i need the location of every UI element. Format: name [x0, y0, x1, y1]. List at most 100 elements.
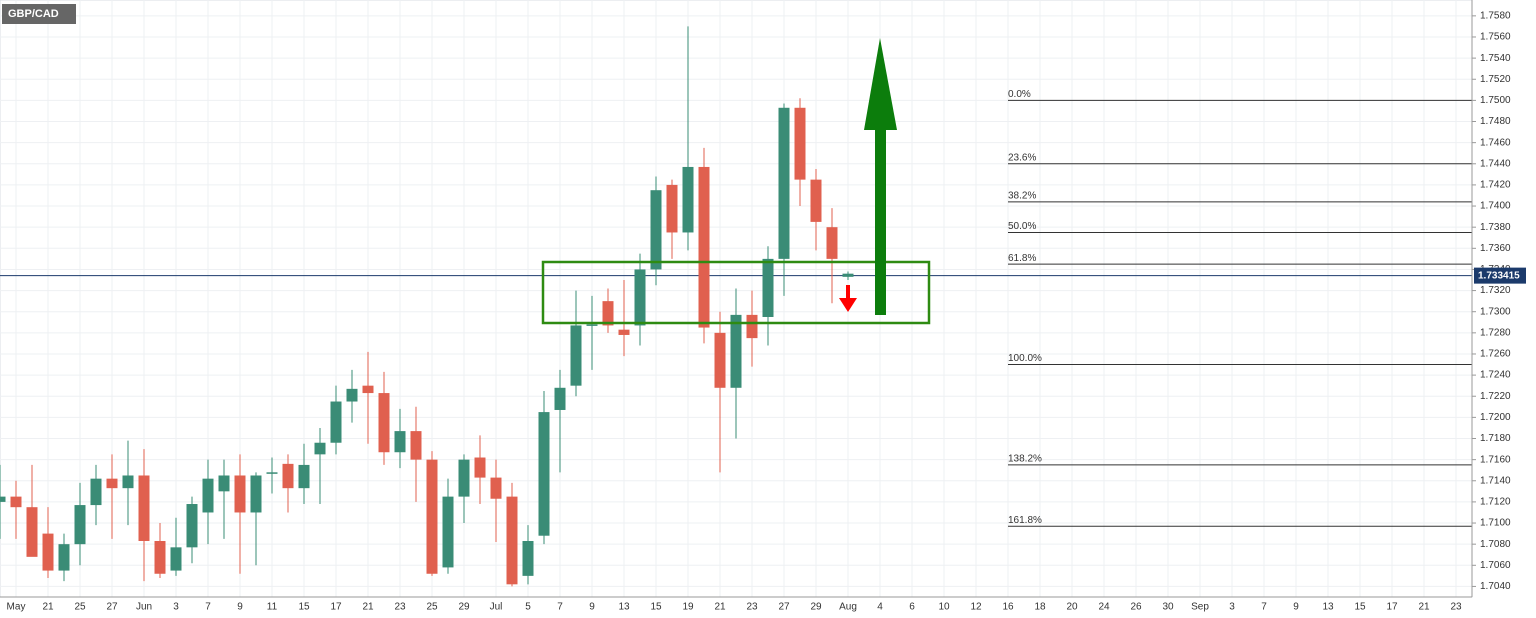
symbol-box: [2, 4, 76, 24]
up-arrow-shaft: [875, 128, 886, 315]
y-tick-label: 1.7120: [1480, 497, 1511, 508]
candle-body: [298, 464, 310, 489]
x-tick-label: 3: [173, 602, 179, 613]
candle-body: [154, 540, 166, 574]
y-tick-label: 1.7420: [1480, 180, 1511, 191]
candle-body: [282, 463, 294, 489]
candle-body: [810, 179, 822, 222]
y-tick-label: 1.7200: [1480, 412, 1511, 423]
range-box: [541, 260, 931, 325]
x-tick-label: 23: [394, 602, 406, 613]
y-tick-label: 1.7320: [1480, 285, 1511, 296]
candle-body: [26, 507, 38, 557]
y-tick-label: 1.7100: [1480, 518, 1511, 529]
y-tick-label: 1.7560: [1480, 32, 1511, 43]
candle-body: [90, 478, 102, 506]
last-price-label: 1.733415: [1478, 270, 1520, 281]
x-tick-label: 10: [938, 602, 950, 613]
y-tick-label: 1.7520: [1480, 74, 1511, 85]
fib-label: 50.0%: [1008, 221, 1036, 232]
y-tick-label: 1.7260: [1480, 349, 1511, 360]
x-tick-label: 7: [205, 602, 211, 613]
x-tick-label: 27: [778, 602, 790, 613]
candle-body: [122, 475, 134, 489]
x-tick-label: 9: [589, 602, 595, 613]
x-tick-label: 11: [267, 602, 278, 613]
y-tick-label: 1.7540: [1480, 53, 1511, 64]
candle-body: [266, 472, 278, 474]
x-tick-label: 16: [1002, 602, 1014, 613]
candle-body: [762, 258, 774, 317]
x-tick-label: Jun: [136, 602, 152, 613]
candle-body: [170, 547, 182, 571]
fib-label: 161.8%: [1008, 515, 1042, 526]
x-tick-label: 17: [1386, 602, 1398, 613]
candle-body: [314, 442, 326, 455]
y-tick-label: 1.7440: [1480, 158, 1511, 169]
x-tick-label: 29: [458, 602, 470, 613]
x-tick-label: 20: [1066, 602, 1078, 613]
x-tick-label: 4: [877, 602, 883, 613]
candle-body: [746, 314, 758, 339]
candles: [0, 26, 854, 587]
x-tick-label: 25: [74, 602, 86, 613]
x-tick-label: 5: [525, 602, 531, 613]
x-tick-label: 15: [1354, 602, 1366, 613]
candle-body: [218, 475, 230, 492]
candle-body: [714, 332, 726, 388]
y-tick-label: 1.7300: [1480, 306, 1511, 317]
x-tick-label: 21: [42, 602, 54, 613]
last-price-box: [1474, 267, 1526, 284]
candle-body: [106, 478, 118, 489]
x-tick-label: 7: [557, 602, 563, 613]
x-tick-label: 19: [682, 602, 694, 613]
x-tick-label: 17: [330, 602, 342, 613]
y-tick-label: 1.7180: [1480, 433, 1511, 444]
x-tick-label: 13: [1322, 602, 1334, 613]
fib-label: 61.8%: [1008, 253, 1036, 264]
candle-body: [842, 273, 854, 277]
candle-body: [442, 496, 454, 568]
x-tick-label: May: [7, 602, 26, 613]
x-tick-label: 15: [650, 602, 662, 613]
candle-body: [458, 459, 470, 497]
candle-body: [10, 496, 22, 508]
y-tick-label: 1.7220: [1480, 391, 1511, 402]
x-tick-label: 21: [362, 602, 374, 613]
y-tick-label: 1.7140: [1480, 475, 1511, 486]
candle-body: [394, 431, 406, 453]
candle-body: [522, 540, 534, 576]
y-tick-label: 1.7360: [1480, 243, 1511, 254]
down-arrow-shaft: [846, 285, 850, 300]
candle-body: [186, 504, 198, 548]
x-tick-label: 29: [810, 602, 822, 613]
candle-body: [202, 478, 214, 513]
candle-body: [554, 387, 566, 410]
candle-body: [602, 301, 614, 326]
candle-body: [234, 475, 246, 513]
candle-body: [346, 388, 358, 402]
fib-label: 138.2%: [1008, 454, 1042, 465]
candle-body: [730, 314, 742, 388]
candle-body: [426, 459, 438, 574]
x-tick-label: 12: [970, 602, 982, 613]
candle-body: [138, 475, 150, 541]
x-tick-label: 9: [1293, 602, 1299, 613]
x-tick-label: 23: [1450, 602, 1462, 613]
down-arrow-head: [839, 298, 857, 312]
x-tick-label: Jul: [490, 602, 503, 613]
x-tick-label: Aug: [839, 602, 857, 613]
x-tick-label: 13: [618, 602, 630, 613]
x-tick-label: 23: [746, 602, 758, 613]
candle-body: [506, 496, 518, 585]
candle-body: [42, 533, 54, 571]
y-tick-label: 1.7400: [1480, 201, 1511, 212]
fib-label: 38.2%: [1008, 190, 1036, 201]
fib-label: 0.0%: [1008, 89, 1031, 100]
candle-body: [618, 329, 630, 335]
candle-body: [410, 431, 422, 460]
x-tick-label: 25: [426, 602, 438, 613]
y-tick-label: 1.7480: [1480, 116, 1511, 127]
x-tick-label: 3: [1229, 602, 1235, 613]
candle-body: [650, 190, 662, 270]
